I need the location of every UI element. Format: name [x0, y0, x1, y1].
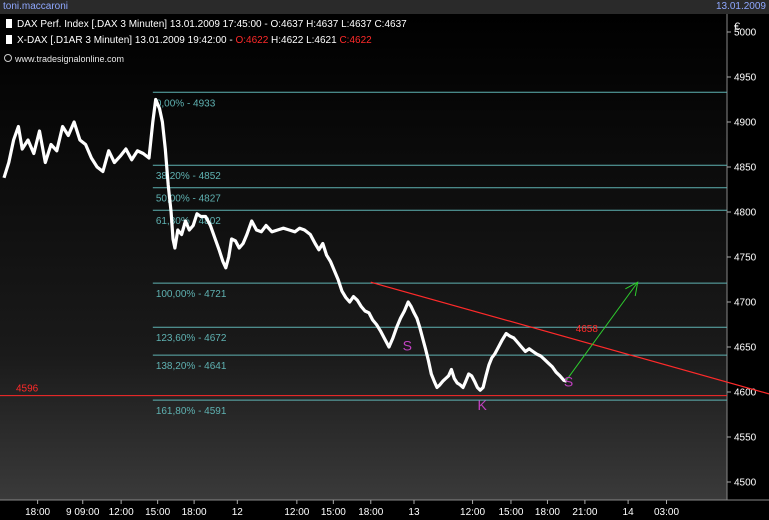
x-tick-label: 14 [623, 507, 635, 518]
resistance-trendline [370, 281, 769, 395]
y-tick-label: 4750 [734, 253, 757, 264]
globe-icon [4, 54, 12, 62]
y-tick-label: 4500 [734, 478, 757, 489]
title-bar: toni.maccaroni 13.01.2009 [0, 0, 769, 14]
pattern-annotation: S [403, 338, 412, 354]
x-tick-label: 03:00 [654, 507, 679, 518]
pattern-annotation: K [477, 397, 487, 413]
plot-area [0, 14, 727, 500]
fib-level-label: 0,00% - 4933 [156, 98, 216, 109]
credit-text: www.tradesignalonline.com [4, 54, 124, 64]
y-tick-label: 4800 [734, 208, 757, 219]
legend-text: C:4622 [339, 35, 372, 46]
y-tick-label: 4700 [734, 298, 757, 309]
x-tick-label: 18:00 [535, 507, 560, 518]
x-tick-label: 18:00 [358, 507, 383, 518]
x-tick-label: 9 09:00 [66, 507, 100, 518]
legend-text: X-DAX [.D1AR 3 Minuten] 13.01.2009 19:42… [17, 35, 236, 46]
legend-entry-1: DAX Perf. Index [.DAX 3 Minuten] 13.01.2… [6, 17, 407, 33]
pattern-annotation: S [564, 374, 573, 390]
legend-text: O:4622 [235, 35, 269, 46]
y-tick-label: 4900 [734, 118, 757, 129]
fib-level-label: 38,20% - 4852 [156, 171, 221, 182]
support-label: 4596 [16, 384, 39, 395]
fib-level-label: 161,80% - 4591 [156, 406, 227, 417]
currency-label: € [734, 21, 740, 33]
series-marker-icon [6, 19, 12, 28]
y-tick-label: 4950 [734, 73, 757, 84]
window-title: toni.maccaroni [3, 1, 69, 12]
y-axis-panel [727, 14, 769, 520]
fib-level-label: 100,00% - 4721 [156, 289, 227, 300]
x-tick-label: 15:00 [145, 507, 170, 518]
x-tick-label: 18:00 [182, 507, 207, 518]
y-tick-label: 4600 [734, 388, 757, 399]
y-tick-label: 4650 [734, 343, 757, 354]
projection-arrow-head [625, 281, 639, 297]
x-tick-label: 15:00 [321, 507, 346, 518]
fib-level-label: 138,20% - 4641 [156, 361, 227, 372]
x-tick-label: 18:00 [25, 507, 50, 518]
fib-level-label: 123,60% - 4672 [156, 333, 227, 344]
legend-text: DAX Perf. Index [.DAX 3 Minuten] 13.01.2… [17, 19, 407, 30]
x-tick-label: 12:00 [109, 507, 134, 518]
legend: DAX Perf. Index [.DAX 3 Minuten] 13.01.2… [6, 17, 407, 49]
fib-level-label: 61,80% - 4802 [156, 216, 221, 227]
x-tick-label: 12:00 [284, 507, 309, 518]
x-tick-label: 12:00 [460, 507, 485, 518]
x-tick-label: 12 [232, 507, 244, 518]
trendline-label: 4658 [576, 324, 599, 335]
legend-text: H:4622 L:4621 [268, 35, 340, 46]
x-tick-label: 21:00 [572, 507, 597, 518]
fib-level-label: 50,00% - 4827 [156, 194, 221, 205]
y-tick-label: 4550 [734, 433, 757, 444]
price-series-line [2, 97, 568, 392]
x-tick-label: 13 [408, 507, 420, 518]
window-date: 13.01.2009 [715, 1, 766, 12]
x-tick-label: 15:00 [498, 507, 523, 518]
legend-entry-2: X-DAX [.D1AR 3 Minuten] 13.01.2009 19:42… [6, 33, 407, 49]
y-tick-label: 5000 [734, 28, 757, 39]
series-marker-icon [6, 35, 12, 44]
credit-url: www.tradesignalonline.com [15, 54, 125, 64]
projection-arrow-line [565, 281, 639, 382]
y-tick-label: 4850 [734, 163, 757, 174]
